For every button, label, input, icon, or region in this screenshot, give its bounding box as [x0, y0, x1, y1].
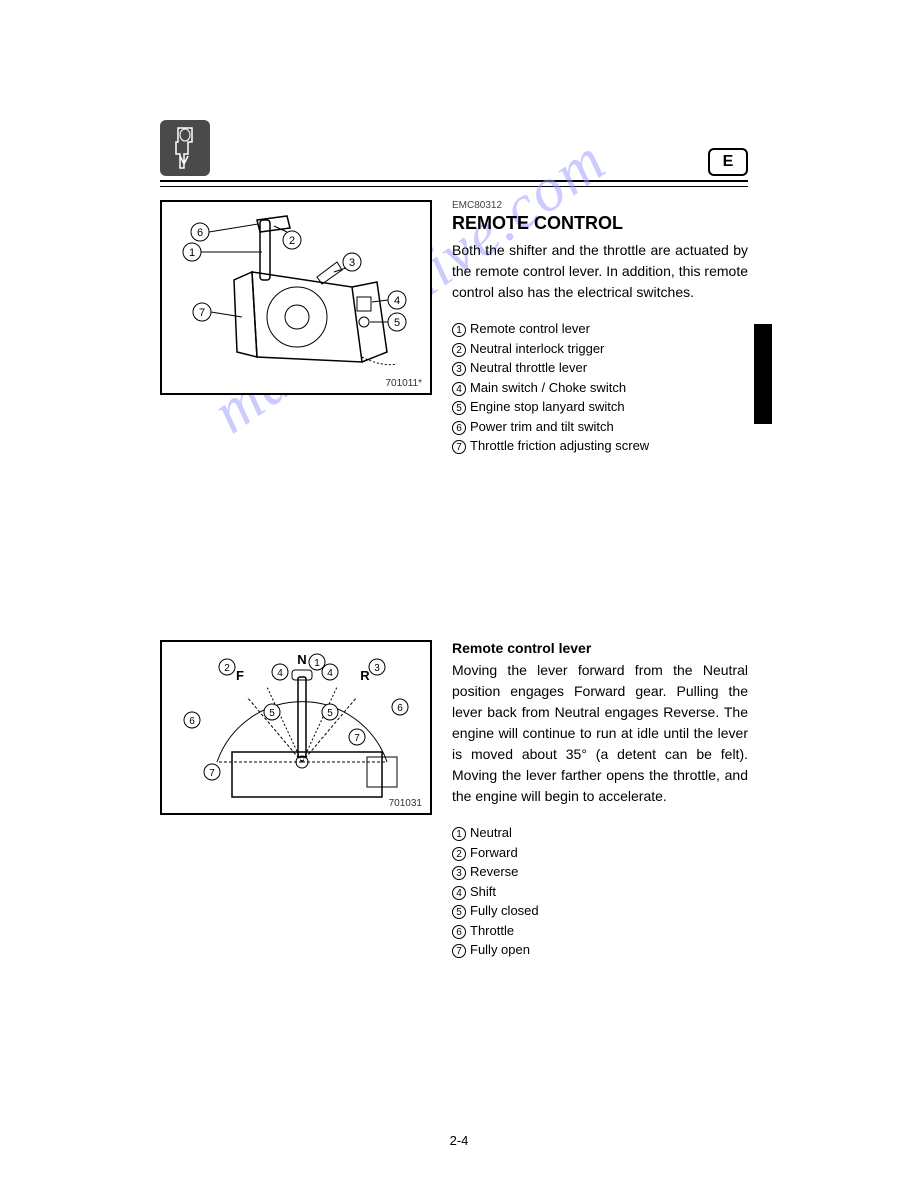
lever-positions-diagram: N F R 1 2 3 4 4 5 5 6 6 7 7: [162, 642, 434, 817]
language-badge: E: [708, 148, 748, 176]
svg-text:7: 7: [354, 733, 360, 744]
part-num: 6: [452, 421, 466, 435]
part-num: 2: [452, 343, 466, 357]
header-rule-top: [160, 180, 748, 182]
section-title: REMOTE CONTROL: [452, 213, 748, 234]
header-rule-bottom: [160, 186, 748, 187]
svg-text:1: 1: [189, 247, 195, 259]
svg-text:7: 7: [199, 307, 205, 319]
part-num: 1: [452, 827, 466, 841]
part-num: 3: [452, 362, 466, 376]
svg-text:4: 4: [277, 668, 283, 679]
section-2-text: Remote control lever Moving the lever fo…: [452, 640, 748, 960]
svg-text:6: 6: [197, 227, 203, 239]
svg-text:6: 6: [397, 703, 403, 714]
part-label: Forward: [470, 843, 518, 863]
part-label: Fully closed: [470, 901, 539, 921]
part-num: 1: [452, 323, 466, 337]
header-icon-box: [160, 120, 210, 176]
part-label: Remote control lever: [470, 319, 590, 339]
parts-list-1: 1 Remote control lever 2 Neutral interlock…: [452, 319, 748, 456]
part-label: Neutral throttle lever: [470, 358, 587, 378]
part-label: Neutral: [470, 823, 512, 843]
part-num: 5: [452, 905, 466, 919]
subsection-title: Remote control lever: [452, 640, 748, 656]
svg-text:1: 1: [314, 658, 320, 669]
part-num: 4: [452, 382, 466, 396]
section-body: Both the shifter and the throttle are ac…: [452, 240, 748, 303]
reference-code: EMC80312: [452, 200, 748, 211]
part-num: 2: [452, 847, 466, 861]
part-label: Power trim and tilt switch: [470, 417, 614, 437]
section-body: Moving the lever forward from the Neutra…: [452, 660, 748, 807]
svg-text:7: 7: [209, 768, 215, 779]
section-1-text: EMC80312 REMOTE CONTROL Both the shifter…: [452, 200, 748, 456]
svg-text:3: 3: [374, 663, 380, 674]
figure-id: 701031: [389, 798, 422, 809]
figure-remote-control: 6 1 2 3 4 5 7 701011*: [160, 200, 432, 395]
figure-id: 701011*: [385, 378, 422, 389]
svg-text:2: 2: [224, 663, 230, 674]
svg-text:N: N: [297, 652, 306, 667]
part-label: Reverse: [470, 862, 518, 882]
part-label: Neutral interlock trigger: [470, 339, 604, 359]
part-num: 4: [452, 886, 466, 900]
parts-list-2: 1 Neutral 2 Forward 3 Reverse 4 Shift 5 Fully…: [452, 823, 748, 960]
svg-text:5: 5: [394, 317, 400, 329]
part-num: 6: [452, 925, 466, 939]
part-label: Throttle: [470, 921, 514, 941]
svg-text:5: 5: [269, 708, 275, 719]
svg-text:6: 6: [189, 716, 195, 727]
remote-control-diagram: 6 1 2 3 4 5 7: [162, 202, 434, 397]
svg-text:3: 3: [349, 257, 355, 269]
part-num: 7: [452, 944, 466, 958]
svg-text:2: 2: [289, 235, 295, 247]
svg-text:4: 4: [327, 668, 333, 679]
page-number: 2-4: [0, 1133, 918, 1148]
part-num: 3: [452, 866, 466, 880]
part-label: Fully open: [470, 940, 530, 960]
figure-lever-positions: N F R 1 2 3 4 4 5 5 6 6 7 7 701031: [160, 640, 432, 815]
svg-text:R: R: [360, 668, 370, 683]
section-1: 6 1 2 3 4 5 7 701011* EMC80312 REMOTE CO…: [160, 200, 748, 456]
outboard-motor-icon: [170, 124, 200, 172]
part-num: 5: [452, 401, 466, 415]
svg-text:F: F: [236, 668, 244, 683]
section-2: N F R 1 2 3 4 4 5 5 6 6 7 7 701031 Remot…: [160, 640, 748, 960]
part-label: Engine stop lanyard switch: [470, 397, 625, 417]
part-num: 7: [452, 440, 466, 454]
part-label: Throttle friction adjusting screw: [470, 436, 649, 456]
svg-text:4: 4: [394, 295, 400, 307]
part-label: Shift: [470, 882, 496, 902]
svg-text:5: 5: [327, 708, 333, 719]
part-label: Main switch / Choke switch: [470, 378, 626, 398]
section-tab: [754, 324, 772, 424]
